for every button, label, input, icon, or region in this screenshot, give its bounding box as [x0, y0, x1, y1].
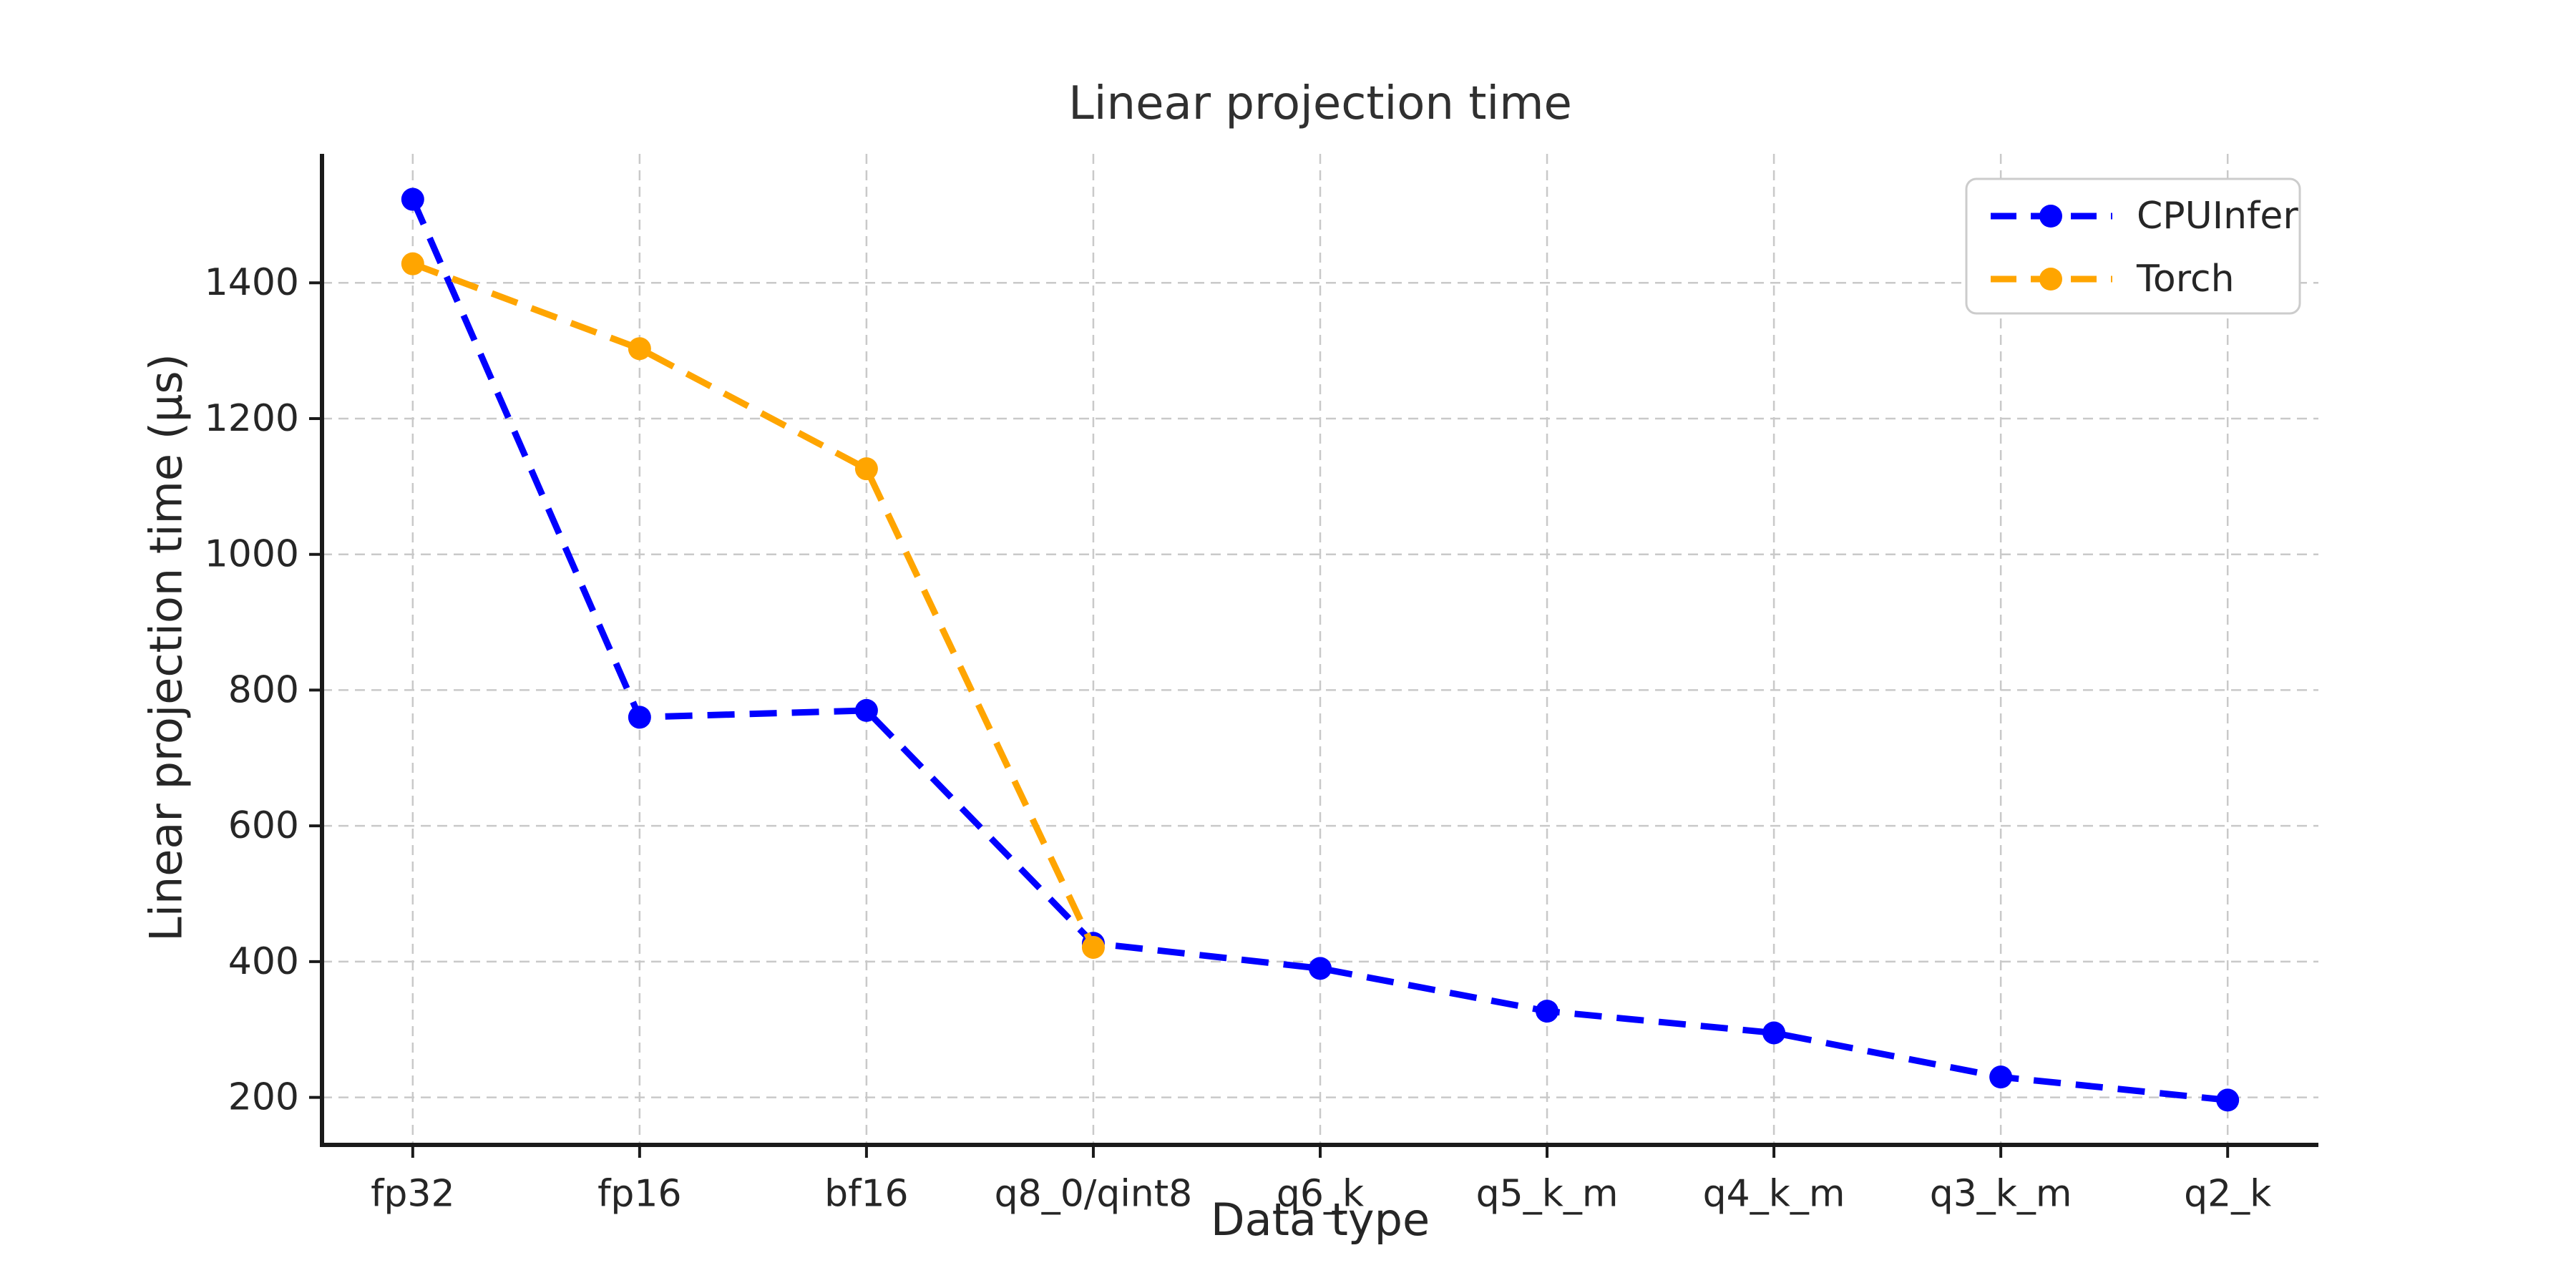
data-point-marker [1309, 957, 1332, 980]
data-point-marker [2216, 1088, 2240, 1112]
data-point-marker [401, 252, 424, 275]
data-point-marker [1081, 935, 1105, 959]
y-tick-label: 600 [228, 804, 299, 847]
chart-title: Linear projection time [1068, 77, 1572, 130]
y-tick-label: 1200 [205, 397, 299, 440]
data-point-marker [854, 698, 878, 722]
x-tick-label: fp16 [597, 1173, 681, 1216]
y-tick-label: 200 [228, 1076, 299, 1119]
x-tick-label: q8_0/qint8 [995, 1173, 1193, 1216]
x-tick-label: q2_k [2184, 1173, 2271, 1216]
x-tick-label: fp32 [371, 1173, 454, 1216]
data-point-marker [1989, 1065, 2013, 1089]
data-point-marker [854, 457, 878, 481]
y-tick-label: 1400 [205, 261, 299, 304]
data-point-marker [401, 187, 424, 211]
legend-sample-marker [2039, 205, 2062, 228]
y-tick-label: 400 [228, 940, 299, 983]
data-point-marker [1762, 1021, 1786, 1045]
data-point-marker [628, 706, 651, 729]
x-tick-label: q4_k_m [1703, 1173, 1845, 1216]
x-tick-label: q6_k [1277, 1173, 1364, 1216]
series-line-Torch [411, 260, 1097, 949]
legend-label: CPUInfer [2137, 195, 2298, 238]
x-tick-label: bf16 [824, 1173, 908, 1216]
y-axis-label: Linear projection time (μs) [140, 353, 192, 942]
x-axis-label: Data type [1210, 1194, 1430, 1246]
legend-sample-marker [2039, 268, 2062, 291]
y-tick-label: 1000 [205, 533, 299, 576]
y-tick-label: 800 [228, 668, 299, 711]
data-point-marker [628, 337, 651, 361]
x-tick-label: q5_k_m [1476, 1173, 1619, 1216]
x-tick-label: q3_k_m [1930, 1173, 2072, 1216]
series-line-CPUInfer [409, 197, 2228, 1103]
data-point-marker [1536, 1000, 1559, 1023]
legend-label: Torch [2136, 258, 2235, 301]
